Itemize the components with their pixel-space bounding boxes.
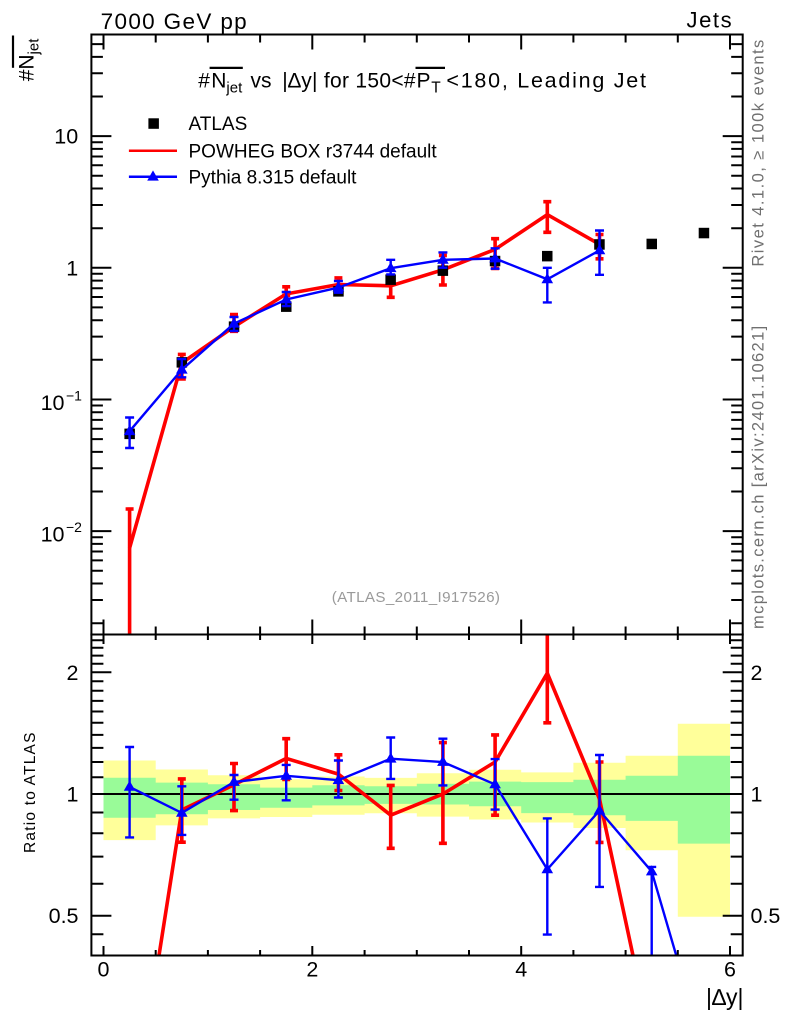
svg-text:vs: vs <box>251 70 272 93</box>
svg-text:mcplots.cern.ch [arXiv:2401.10: mcplots.cern.ch [arXiv:2401.10621] <box>750 324 768 629</box>
svg-text:1: 1 <box>66 256 78 280</box>
svg-text:#: # <box>198 70 210 93</box>
svg-text:|∆y| for 150<#: |∆y| for 150<# <box>282 70 416 93</box>
svg-text:T: T <box>431 80 441 97</box>
svg-text:−2: −2 <box>66 519 82 535</box>
svg-text:(ATLAS_2011_I917526): (ATLAS_2011_I917526) <box>332 589 501 606</box>
svg-text:1: 1 <box>751 783 763 807</box>
svg-text:10: 10 <box>54 125 78 149</box>
svg-text:2: 2 <box>67 661 79 685</box>
svg-text:10: 10 <box>41 391 65 415</box>
svg-text:ATLAS: ATLAS <box>189 114 248 135</box>
svg-text:6: 6 <box>724 958 736 982</box>
svg-text:1: 1 <box>67 783 79 807</box>
svg-text:POWHEG BOX r3744 default: POWHEG BOX r3744 default <box>189 142 438 163</box>
svg-text:N: N <box>211 70 226 93</box>
svg-text:10: 10 <box>41 523 65 547</box>
svg-text:0.5: 0.5 <box>751 904 781 928</box>
svg-text:−1: −1 <box>66 388 82 404</box>
svg-text:0: 0 <box>98 958 110 982</box>
svg-text:jet: jet <box>225 80 243 97</box>
svg-text:Rivet 4.1.0, ≥ 100k events: Rivet 4.1.0, ≥ 100k events <box>750 38 768 266</box>
svg-text:0.5: 0.5 <box>49 904 79 928</box>
svg-text:7000 GeV pp: 7000 GeV pp <box>101 9 248 34</box>
svg-text:2: 2 <box>751 661 763 685</box>
svg-text:4: 4 <box>515 958 527 982</box>
svg-text:P: P <box>417 70 431 93</box>
svg-text:Pythia 8.315 default: Pythia 8.315 default <box>189 168 358 189</box>
svg-text:Jets: Jets <box>687 8 734 33</box>
svg-text:Ratio to ATLAS: Ratio to ATLAS <box>22 731 39 853</box>
svg-text:2: 2 <box>306 958 318 982</box>
svg-text:|∆y|: |∆y| <box>706 984 744 1010</box>
svg-text:<180, Leading Jet: <180, Leading Jet <box>446 69 647 93</box>
